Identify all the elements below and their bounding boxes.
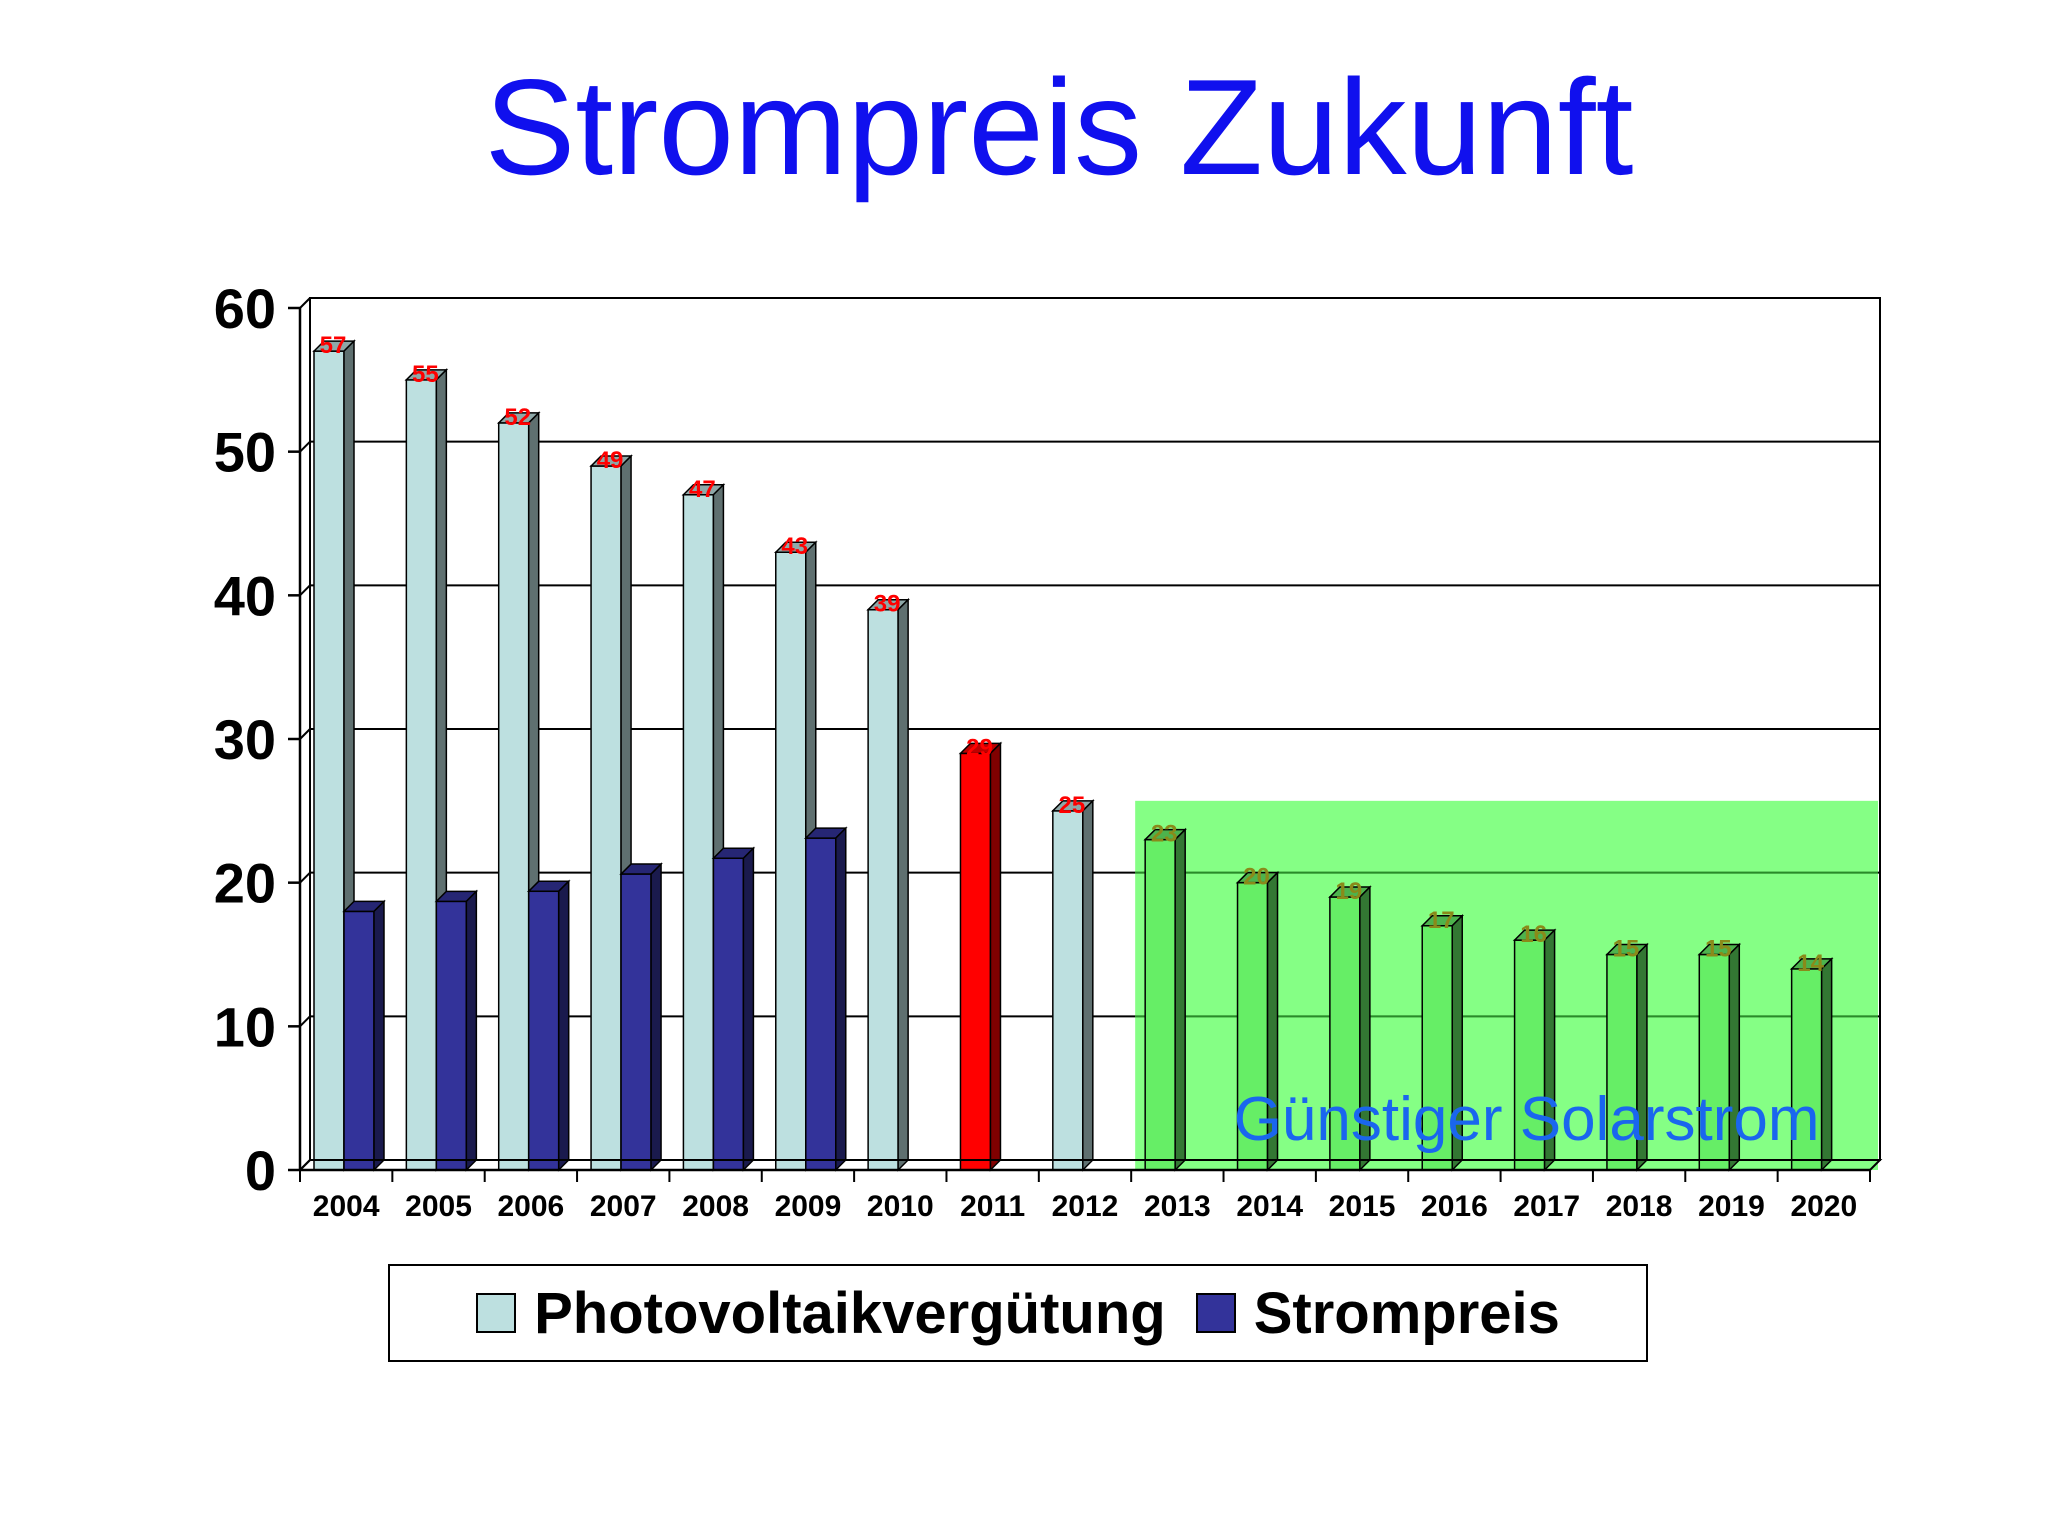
data-label-pv-2004: 57 [320,332,347,359]
x-label-2020: 2020 [1790,1190,1857,1223]
data-label-pv-2014: 20 [1243,864,1270,891]
x-label-2019: 2019 [1698,1190,1765,1223]
bar-pv-2015 [1329,896,1361,1171]
bar-strompreis-2009 [805,837,837,1171]
axes: 2004 2005 2006 2007 2008 2009 2010 2011 2012 2013… [214,277,1883,1223]
bar-strompreis-2005 [435,900,468,1171]
bar-strompreis-2006 [527,890,560,1171]
data-label-pv-2006: 52 [504,404,531,431]
y-label-20: 20 [214,852,276,915]
bar-strompreis-2007-side [650,862,662,1172]
data-label-pv-2011: 29 [966,734,993,761]
bar-pv-2012-side [1082,799,1094,1172]
floor [297,1159,1883,1171]
bar-pv-2009 [775,551,807,1171]
bar-strompreis-2005-side [465,889,478,1172]
legend-label-strompreis: Strompreis [1253,1280,1560,1346]
bars [312,339,1834,1172]
gridline-join-50 [299,440,311,453]
x-label-2017: 2017 [1513,1190,1580,1223]
gridline-join-30 [299,728,311,740]
bar-pv-2013-side [1174,827,1186,1172]
legend-swatch-photovoltaik [476,1293,517,1333]
bar-pv-2010-side [897,597,909,1172]
data-label-pv-2016: 17 [1428,907,1455,934]
bar-pv-2008 [682,494,715,1171]
bar-pv-2011 [959,752,992,1171]
bar-pv-2012 [1052,810,1084,1171]
bar-strompreis-2008-side [742,846,755,1172]
bar-strompreis-2009-side [835,826,847,1172]
data-label-pv-2008: 47 [689,476,716,503]
x-label-2011: 2011 [960,1190,1025,1223]
x-label-2013: 2013 [1144,1190,1211,1223]
data-label-pv-2009: 43 [781,533,808,560]
bar-strompreis-2004-side [373,899,385,1172]
y-label-30: 30 [214,708,276,771]
page-title: Strompreis Zukunft [484,51,1634,203]
data-label-pv-2019: 15 [1705,936,1732,963]
bar-pv-2005 [405,379,438,1171]
data-label-pv-2013: 23 [1151,821,1178,848]
y-label-0: 0 [245,1139,276,1202]
x-label-2009: 2009 [775,1190,842,1223]
y-label-50: 50 [214,421,276,484]
data-label-pv-2012: 25 [1058,792,1085,819]
data-label-pv-2018: 15 [1613,936,1640,963]
x-label-2014: 2014 [1236,1190,1303,1223]
bar-pv-2004 [313,350,345,1171]
bar-pv-2013 [1144,838,1176,1171]
bar-pv-2016 [1421,925,1453,1171]
x-label-2012: 2012 [1052,1190,1119,1223]
gridline-join-20 [299,871,311,884]
bar-strompreis-2008 [712,857,745,1171]
legend-swatch-strompreis [1195,1293,1236,1333]
bar-strompreis-2006-side [557,879,570,1172]
bar-pv-2020-side [1820,957,1833,1172]
legend-label-photovoltaik: Photovoltaikvergütung [534,1280,1166,1346]
legend-item-strompreis: Strompreis [1195,1280,1560,1347]
y-label-40: 40 [214,564,276,627]
x-label-2006: 2006 [498,1190,565,1223]
x-label-2004: 2004 [313,1190,380,1223]
bar-strompreis-2004 [343,910,375,1171]
data-label-pv-2007: 49 [597,447,624,474]
labels: 57 55 52 49 47 43 39 29 25 23 20 19 17 16 15 15 14 Günsti… [320,332,1825,1154]
data-label-pv-2017: 16 [1520,921,1547,948]
region-label: Günstiger Solarstrom [1234,1085,1820,1154]
data-label-pv-2005: 55 [412,361,439,388]
x-label-2016: 2016 [1421,1190,1488,1223]
x-label-2010: 2010 [867,1190,934,1223]
bar-pv-2011-side [989,741,1002,1172]
bar-pv-2007 [590,465,622,1171]
x-label-2005: 2005 [405,1190,472,1223]
bar-pv-2010 [867,608,899,1171]
gridline-join-10 [299,1015,311,1028]
y-label-10: 10 [214,995,276,1058]
x-label-2015: 2015 [1329,1190,1396,1223]
data-label-pv-2015: 19 [1336,878,1363,905]
x-label-2018: 2018 [1606,1190,1673,1223]
y-label-60: 60 [214,277,276,340]
x-label-2008: 2008 [682,1190,749,1223]
data-label-pv-2020: 14 [1797,950,1824,977]
gridline-join-60 [299,297,311,309]
gridline-join-40 [299,584,311,597]
x-label-2007: 2007 [590,1190,657,1223]
legend-item-photovoltaik: Photovoltaikvergütung [476,1280,1166,1347]
data-label-pv-2010: 39 [874,591,901,618]
bar-pv-2006 [497,422,530,1171]
legend: Photovoltaikvergütung Strompreis [388,1264,1648,1362]
bar-strompreis-2007 [620,873,652,1171]
